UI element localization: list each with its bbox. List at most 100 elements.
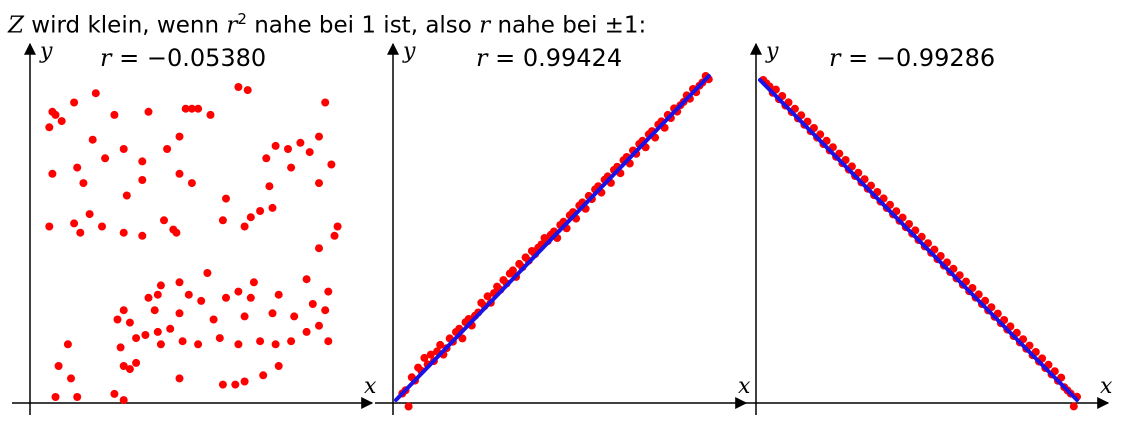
data-point bbox=[54, 362, 63, 370]
data-point bbox=[51, 393, 60, 401]
data-point bbox=[315, 321, 323, 330]
data-point bbox=[175, 278, 184, 287]
data-point bbox=[302, 327, 311, 336]
data-point bbox=[175, 309, 184, 318]
data-point bbox=[1069, 402, 1078, 411]
data-point bbox=[88, 135, 97, 144]
data-point bbox=[48, 169, 57, 178]
caption-r: r bbox=[226, 12, 238, 39]
data-point bbox=[305, 148, 314, 157]
data-point bbox=[249, 278, 258, 287]
data-point bbox=[420, 353, 429, 362]
caption-z: Z bbox=[8, 12, 24, 39]
data-point bbox=[141, 331, 150, 339]
data-point bbox=[175, 132, 184, 141]
data-point bbox=[290, 312, 299, 321]
y-axis-label-1: y bbox=[39, 39, 53, 64]
caption-exponent: 2 bbox=[237, 10, 247, 28]
data-point bbox=[296, 138, 305, 147]
y-axis-label-2: y bbox=[402, 39, 416, 64]
data-point bbox=[119, 145, 128, 153]
data-point bbox=[483, 292, 492, 301]
panel-title-3: r = −0.99286 bbox=[829, 44, 995, 72]
caption-text-1: wird klein, wenn bbox=[23, 12, 227, 39]
data-point bbox=[45, 222, 54, 231]
data-point bbox=[215, 334, 224, 343]
data-point bbox=[125, 365, 134, 374]
data-point bbox=[234, 287, 243, 296]
data-point bbox=[138, 231, 147, 240]
data-point bbox=[116, 343, 125, 352]
panel-title-1: r = −0.05380 bbox=[100, 44, 266, 72]
data-point bbox=[172, 228, 181, 237]
data-point bbox=[73, 393, 82, 401]
data-point bbox=[426, 350, 435, 359]
panel-title-value-1: = −0.05380 bbox=[119, 44, 266, 72]
data-point bbox=[206, 110, 215, 119]
panel-title-2: r = 0.99424 bbox=[476, 44, 622, 72]
data-point bbox=[119, 362, 128, 370]
data-point bbox=[259, 371, 268, 380]
data-point bbox=[175, 169, 184, 178]
regression-line-2 bbox=[394, 74, 711, 402]
data-point bbox=[284, 145, 292, 153]
data-point bbox=[256, 337, 265, 346]
data-point bbox=[321, 98, 330, 107]
data-point bbox=[265, 182, 274, 191]
panel-title-r-1: r bbox=[100, 44, 119, 72]
data-point bbox=[187, 104, 196, 113]
data-point bbox=[194, 104, 203, 113]
data-point bbox=[150, 306, 159, 315]
caption: Z wird klein, wenn r2 nahe bei 1 ist, al… bbox=[8, 4, 646, 41]
data-point bbox=[91, 89, 100, 98]
data-point bbox=[175, 374, 184, 383]
data-point bbox=[218, 216, 227, 225]
data-point bbox=[287, 163, 296, 172]
data-point bbox=[138, 157, 147, 166]
data-point bbox=[144, 107, 153, 116]
data-point bbox=[73, 163, 82, 172]
data-point bbox=[315, 244, 323, 253]
data-point bbox=[302, 275, 311, 284]
data-point bbox=[256, 207, 265, 215]
data-point bbox=[153, 327, 162, 336]
data-point bbox=[51, 110, 60, 119]
data-point bbox=[70, 219, 79, 228]
data-point bbox=[132, 358, 141, 367]
data-point bbox=[274, 362, 283, 370]
data-point bbox=[222, 293, 230, 302]
x-axis-label-2: x bbox=[738, 374, 751, 399]
data-point bbox=[160, 216, 168, 225]
data-point bbox=[110, 389, 119, 398]
data-point bbox=[57, 117, 66, 126]
data-point bbox=[101, 154, 110, 163]
y-axis-label-3: y bbox=[765, 39, 779, 64]
data-point bbox=[330, 231, 339, 240]
data-point bbox=[240, 222, 249, 231]
data-point bbox=[274, 290, 283, 299]
data-point bbox=[246, 293, 255, 302]
data-point bbox=[98, 222, 106, 231]
regression-line-3 bbox=[758, 78, 1079, 402]
data-point bbox=[184, 290, 193, 299]
panel-title-value-3: = −0.99286 bbox=[848, 44, 995, 72]
data-point bbox=[197, 296, 206, 305]
data-point bbox=[156, 340, 165, 349]
data-point bbox=[327, 160, 336, 169]
data-point bbox=[194, 340, 203, 349]
data-point bbox=[153, 290, 162, 299]
data-point bbox=[125, 318, 134, 327]
data-point bbox=[222, 194, 230, 203]
caption-text-3: nahe bei ±1: bbox=[490, 12, 647, 39]
data-point bbox=[268, 309, 277, 318]
data-point bbox=[113, 315, 122, 324]
data-point bbox=[333, 222, 342, 231]
data-point bbox=[246, 213, 255, 222]
data-point bbox=[234, 83, 243, 91]
data-point bbox=[287, 337, 296, 346]
data-point bbox=[70, 98, 79, 107]
data-point bbox=[203, 269, 212, 277]
data-point bbox=[67, 374, 75, 383]
data-point bbox=[324, 337, 333, 346]
data-point bbox=[315, 132, 323, 141]
